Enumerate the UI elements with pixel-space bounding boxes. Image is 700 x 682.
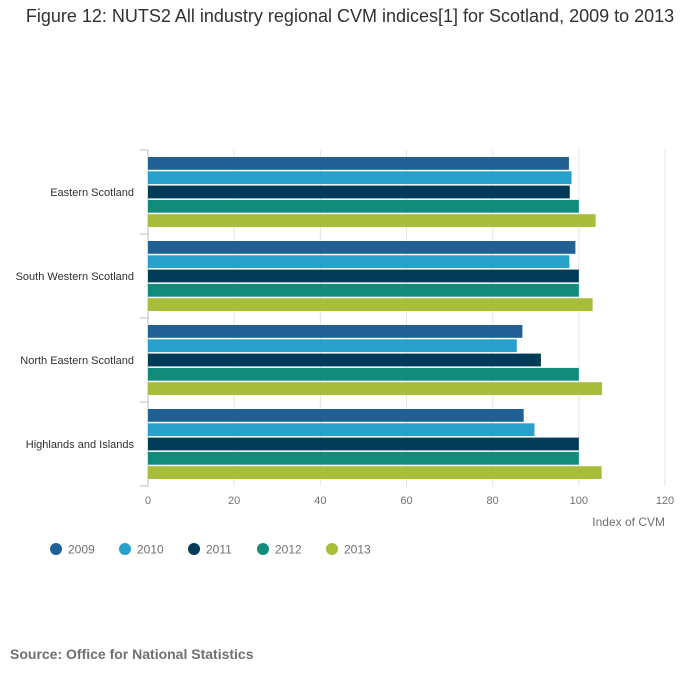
bar-2010 [148,423,535,437]
axes [140,149,149,487]
bar-2009 [148,241,576,254]
bar-2010 [148,255,570,269]
bar-2013 [148,466,602,479]
x-axis-title: Index of CVM [592,515,665,529]
bar-2011 [148,353,541,367]
legend-marker-2012 [257,543,269,555]
bar-2011 [148,437,579,451]
x-tick-label: 100 [570,495,588,507]
bar-2013 [148,298,593,311]
bar-2009 [148,409,524,422]
legend-label: 2009 [68,543,95,557]
legend-marker-2011 [188,543,200,555]
x-tick-label: 120 [656,495,674,507]
bars [148,157,603,479]
bar-2009 [148,325,523,338]
bar-2013 [148,382,603,395]
bar-2012 [148,451,579,465]
bar-2009 [148,157,569,170]
x-tick-label: 0 [145,495,151,507]
legend-label: 2013 [344,543,371,557]
legend-marker-2013 [326,543,338,555]
legend-label: 2012 [275,543,302,557]
legend: 2009 2010 2011 2012 2013 [50,543,371,557]
x-tick-label: 60 [400,495,412,507]
bar-2011 [148,185,570,199]
bar-2013 [148,214,596,227]
bar-2010 [148,171,572,185]
bar-2012 [148,367,579,381]
legend-label: 2010 [137,543,164,557]
bar-2010 [148,339,517,353]
x-tick-label: 20 [228,495,240,507]
category-label: Eastern Scotland [50,187,134,199]
bar-2012 [148,199,579,213]
labels: 0 20 40 60 80 100 120 Eastern Scotland South Wes… [16,187,675,529]
legend-marker-2009 [50,543,62,555]
x-tick-label: 40 [314,495,326,507]
x-tick-label: 80 [487,495,499,507]
category-label: North Eastern Scotland [20,355,134,367]
source-note: Source: Office for National Statistics [10,646,254,662]
legend-marker-2010 [119,543,131,555]
bar-2012 [148,283,579,297]
bar-2011 [148,269,579,283]
chart-title: Figure 12: NUTS2 All industry regional C… [25,6,675,26]
bar-chart: 0 20 40 60 80 100 120 Eastern Scotland South Wes… [16,149,675,557]
category-label: South Western Scotland [16,271,134,283]
legend-label: 2011 [206,543,232,557]
category-label: Highlands and Islands [26,439,135,451]
